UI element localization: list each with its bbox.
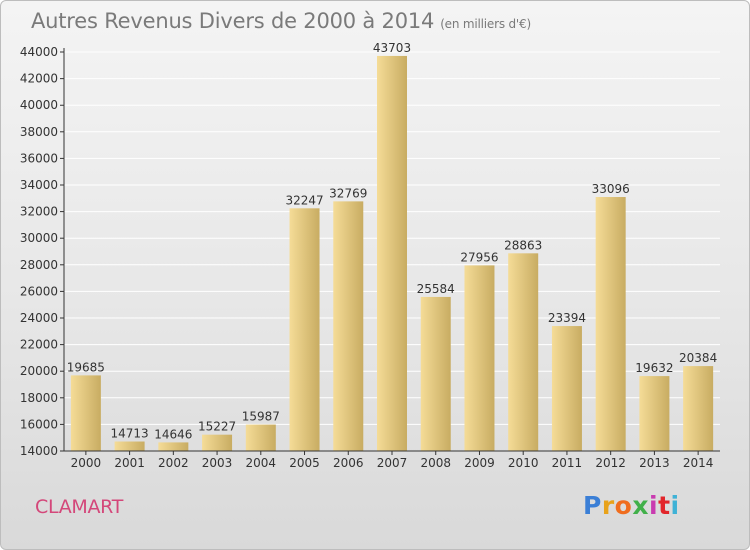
bar [114, 441, 145, 451]
value-label: 33096 [592, 182, 630, 196]
y-tick-label: 36000 [20, 151, 58, 165]
y-tick-label: 14000 [20, 444, 58, 458]
value-label: 14646 [154, 427, 192, 441]
y-tick-label: 40000 [20, 98, 58, 112]
y-tick-label: 22000 [20, 338, 58, 352]
x-tick-label: 2002 [158, 456, 189, 470]
bar [420, 296, 451, 451]
bar [639, 376, 670, 451]
y-tick-label: 32000 [20, 205, 58, 219]
value-label: 28863 [504, 238, 542, 252]
bar [202, 434, 233, 451]
title-text: Autres Revenus Divers de 2000 à 2014 [31, 9, 435, 33]
logo-letter: r [601, 491, 615, 520]
y-tick-label: 18000 [20, 391, 58, 405]
logo-letter: x [632, 491, 649, 520]
y-tick-label: 16000 [20, 417, 58, 431]
y-tick-label: 24000 [20, 311, 58, 325]
bars [70, 55, 714, 451]
y-tick-label: 38000 [20, 125, 58, 139]
value-label: 19632 [635, 361, 673, 375]
value-label: 23394 [548, 311, 586, 325]
value-label: 15227 [198, 420, 236, 434]
chart-title: Autres Revenus Divers de 2000 à 2014 (en … [31, 9, 531, 33]
value-label: 32247 [285, 193, 323, 207]
value-label: 43703 [373, 41, 411, 55]
x-tick-label: 2013 [639, 456, 670, 470]
bar [551, 326, 582, 451]
x-tick-label: 2008 [420, 456, 451, 470]
x-tick-label: 2001 [114, 456, 145, 470]
x-tick-label: 2006 [333, 456, 364, 470]
proxiti-logo: Proxiti [583, 491, 680, 520]
x-tick-label: 2012 [595, 456, 626, 470]
bar [70, 375, 101, 451]
bar [245, 424, 276, 451]
x-tick-label: 2004 [246, 456, 277, 470]
y-tick-label: 44000 [20, 45, 58, 59]
value-label: 25584 [417, 282, 455, 296]
x-tick-label: 2003 [202, 456, 233, 470]
bar [158, 442, 189, 451]
bar [595, 197, 626, 451]
bar [683, 366, 714, 451]
logo-letter: P [583, 491, 602, 520]
axes: 14000 16000 18000 20000 22000 24000 26000 28000… [20, 45, 720, 470]
value-label: 20384 [679, 351, 717, 365]
x-tick-label: 2014 [683, 456, 714, 470]
logo-letter: i [649, 491, 659, 520]
value-label: 15987 [242, 410, 280, 424]
y-tick-label: 30000 [20, 231, 58, 245]
x-tick-label: 2000 [71, 456, 102, 470]
bar [508, 253, 539, 451]
x-tick-label: 2005 [289, 456, 320, 470]
x-tick-label: 2007 [377, 456, 408, 470]
value-labels: 19685 14713 14646 15227 15987 32247 32769 43703… [67, 41, 717, 441]
y-tick-label: 26000 [20, 284, 58, 298]
logo-letter: o [614, 491, 633, 520]
bar [377, 55, 407, 451]
value-label: 32769 [329, 186, 367, 200]
y-tick-label: 34000 [20, 178, 58, 192]
x-tick-label: 2010 [508, 456, 539, 470]
bar [333, 201, 364, 451]
y-tick-label: 42000 [20, 72, 58, 86]
x-tick-label: 2011 [552, 456, 583, 470]
y-tick-label: 20000 [20, 364, 58, 378]
city-name: CLAMART [35, 496, 124, 518]
bar [289, 208, 320, 451]
logo-letter: t [658, 491, 671, 520]
logo-letter: i [670, 491, 680, 520]
bar [464, 265, 495, 451]
unit-note: (en milliers d'€) [440, 17, 531, 31]
value-label: 27956 [460, 250, 498, 264]
y-tick-label: 28000 [20, 258, 58, 272]
value-label: 14713 [111, 427, 149, 441]
x-tick-label: 2009 [464, 456, 495, 470]
value-label: 19685 [67, 360, 105, 374]
